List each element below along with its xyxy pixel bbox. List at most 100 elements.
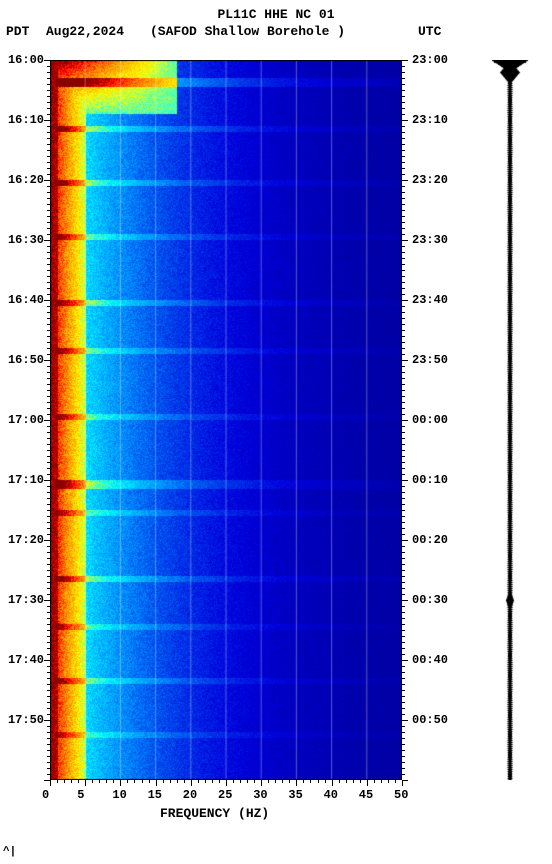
y-minor-tick (402, 258, 405, 259)
y-tick (402, 120, 408, 121)
x-tick (85, 780, 86, 786)
x-minor-tick (360, 780, 361, 783)
y-minor-tick (402, 588, 405, 589)
y-minor-tick (47, 138, 50, 139)
y-minor-tick (402, 72, 405, 73)
spectrogram-plot (50, 60, 402, 780)
y-minor-tick (47, 546, 50, 547)
footer-mark: ^| (3, 846, 16, 858)
y-minor-tick (47, 318, 50, 319)
y-minor-tick (47, 762, 50, 763)
y-left-tick-label: 16:00 (8, 53, 44, 67)
y-minor-tick (47, 114, 50, 115)
y-minor-tick (402, 750, 405, 751)
y-tick (402, 720, 408, 721)
y-minor-tick (47, 78, 50, 79)
y-minor-tick (47, 768, 50, 769)
y-tick (402, 300, 408, 301)
y-minor-tick (47, 624, 50, 625)
y-minor-tick (402, 78, 405, 79)
y-left-tick-label: 17:30 (8, 593, 44, 607)
y-minor-tick (402, 156, 405, 157)
y-tick (44, 60, 50, 61)
y-minor-tick (402, 450, 405, 451)
y-minor-tick (47, 156, 50, 157)
y-minor-tick (47, 522, 50, 523)
y-left-tick-label: 17:50 (8, 713, 44, 727)
y-minor-tick (47, 774, 50, 775)
y-minor-tick (402, 384, 405, 385)
y-minor-tick (47, 174, 50, 175)
y-minor-tick (47, 498, 50, 499)
y-left-tick-label: 17:10 (8, 473, 44, 487)
y-minor-tick (402, 672, 405, 673)
y-right-tick-label: 00:20 (412, 533, 448, 547)
x-tick-label: 45 (359, 788, 373, 802)
y-minor-tick (47, 282, 50, 283)
y-minor-tick (47, 648, 50, 649)
x-minor-tick (134, 780, 135, 783)
y-minor-tick (47, 246, 50, 247)
y-minor-tick (402, 366, 405, 367)
y-minor-tick (47, 264, 50, 265)
y-minor-tick (47, 384, 50, 385)
y-minor-tick (47, 630, 50, 631)
y-tick (44, 300, 50, 301)
y-minor-tick (402, 228, 405, 229)
y-minor-tick (402, 456, 405, 457)
y-minor-tick (47, 528, 50, 529)
y-minor-tick (47, 210, 50, 211)
y-minor-tick (47, 198, 50, 199)
y-minor-tick (47, 732, 50, 733)
y-minor-tick (402, 252, 405, 253)
y-minor-tick (402, 654, 405, 655)
y-minor-tick (402, 534, 405, 535)
date-label: Aug22,2024 (46, 24, 124, 39)
y-minor-tick (47, 108, 50, 109)
y-minor-tick (402, 174, 405, 175)
y-minor-tick (47, 102, 50, 103)
y-minor-tick (402, 306, 405, 307)
y-minor-tick (402, 690, 405, 691)
y-minor-tick (402, 318, 405, 319)
y-minor-tick (47, 336, 50, 337)
x-minor-tick (113, 780, 114, 783)
x-minor-tick (233, 780, 234, 783)
y-minor-tick (47, 474, 50, 475)
y-minor-tick (402, 612, 405, 613)
y-right-tick-label: 00:10 (412, 473, 448, 487)
y-minor-tick (47, 402, 50, 403)
y-minor-tick (47, 72, 50, 73)
y-minor-tick (402, 90, 405, 91)
x-minor-tick (240, 780, 241, 783)
y-minor-tick (402, 486, 405, 487)
y-minor-tick (47, 90, 50, 91)
y-left-tick-label: 16:50 (8, 353, 44, 367)
y-minor-tick (402, 774, 405, 775)
x-tick-label: 20 (183, 788, 197, 802)
y-tick (402, 480, 408, 481)
tz-left-label: PDT (6, 24, 29, 39)
y-tick (44, 240, 50, 241)
y-minor-tick (47, 468, 50, 469)
waveform-canvas (490, 60, 530, 780)
y-minor-tick (402, 168, 405, 169)
x-minor-tick (205, 780, 206, 783)
y-minor-tick (402, 462, 405, 463)
y-minor-tick (402, 636, 405, 637)
x-tick (226, 780, 227, 786)
y-minor-tick (402, 504, 405, 505)
y-minor-tick (47, 534, 50, 535)
y-tick (44, 360, 50, 361)
y-minor-tick (402, 714, 405, 715)
y-minor-tick (402, 444, 405, 445)
y-minor-tick (47, 306, 50, 307)
y-tick (402, 180, 408, 181)
y-minor-tick (402, 246, 405, 247)
y-minor-tick (402, 222, 405, 223)
y-minor-tick (47, 558, 50, 559)
y-minor-tick (47, 66, 50, 67)
x-minor-tick (275, 780, 276, 783)
y-minor-tick (47, 186, 50, 187)
y-right-tick-label: 23:40 (412, 293, 448, 307)
